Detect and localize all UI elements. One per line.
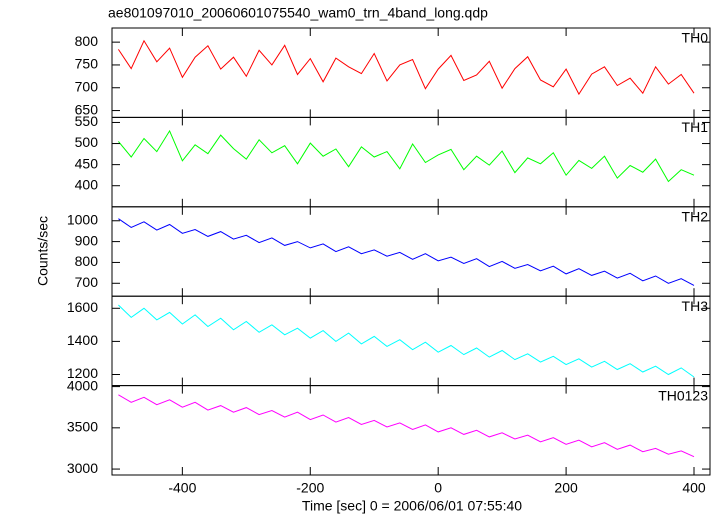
y-tick-label: 450: [75, 155, 99, 171]
y-tick-label: 700: [75, 78, 99, 94]
x-tick-label: 400: [682, 480, 706, 496]
series-label: TH3: [682, 298, 709, 314]
y-tick-label: 400: [75, 176, 99, 192]
y-tick-label: 3500: [67, 419, 98, 435]
y-tick-label: 500: [75, 134, 99, 150]
panel-frame: [111, 385, 711, 476]
y-tick-label: 4000: [67, 377, 98, 393]
chart-title: ae801097010_20060601075540_wam0_trn_4ban…: [108, 5, 488, 21]
y-tick-label: 750: [75, 56, 99, 72]
series-line: [117, 39, 695, 96]
x-tick-label: -400: [168, 480, 196, 496]
y-tick-label: 1200: [67, 365, 98, 381]
panel-frame: [111, 27, 711, 118]
x-tick-label: 200: [554, 480, 578, 496]
x-tick-label: -200: [296, 480, 324, 496]
series-label: TH2: [682, 209, 709, 225]
series-label: TH0: [682, 30, 709, 46]
series-line: [118, 304, 695, 378]
y-tick-label: 1400: [67, 332, 98, 348]
x-axis-label: Time [sec] 0 = 2006/06/01 07:55:40: [302, 498, 522, 514]
panel-frame: [111, 206, 711, 297]
y-tick-label: 550: [75, 113, 99, 129]
y-axis-label: Counts/sec: [35, 216, 51, 286]
y-tick-label: 1600: [67, 299, 98, 315]
series-line: [118, 394, 695, 458]
y-tick-label: 900: [75, 232, 99, 248]
panel-frame: [111, 295, 711, 387]
series-line: [118, 218, 695, 286]
y-tick-label: 3000: [67, 460, 98, 476]
y-tick-label: 1000: [67, 211, 98, 227]
series-label: TH0123: [658, 387, 708, 403]
y-tick-label: 800: [75, 253, 99, 269]
y-tick-label: 700: [75, 274, 99, 290]
y-tick-label: 650: [75, 101, 99, 117]
series-label: TH1: [682, 119, 709, 135]
panel-frame: [111, 116, 711, 208]
x-tick-label: 0: [434, 480, 442, 496]
series-line: [118, 129, 695, 183]
y-tick-label: 800: [75, 33, 99, 49]
